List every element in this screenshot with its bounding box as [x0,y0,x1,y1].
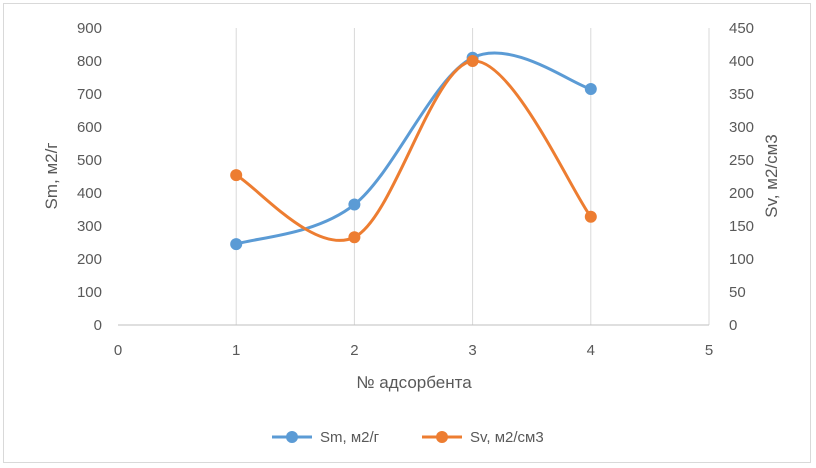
series-2-point [584,210,597,223]
y2-tick-label: 200 [729,185,754,202]
x-axis-title: № адсорбента [356,373,472,392]
y2-tick-label: 350 [729,86,754,103]
y-tick-label: 600 [77,119,102,136]
legend-label-1: Sm, м2/г [320,429,380,446]
x-tick-label: 1 [232,342,240,359]
x-tick-label: 4 [587,342,595,359]
y-tick-label: 0 [94,317,102,334]
series-1-point [584,83,597,96]
legend: Sm, м2/г Sv, м2/см3 [272,429,544,446]
y-tick-label: 700 [77,86,102,103]
legend-marker-2 [436,431,448,443]
gridlines [235,28,710,325]
series-1-point [348,198,361,211]
y2-tick-label: 0 [729,317,737,334]
series-group [230,51,597,251]
x-tick-label: 5 [705,342,713,359]
y-axis-ticks: 0 100 200 300 400 500 600 700 800 900 [77,20,102,334]
legend-label-2: Sv, м2/см3 [470,429,544,446]
y-tick-label: 300 [77,218,102,235]
y2-tick-label: 400 [729,53,754,70]
y2-axis-title: Sv, м2/см3 [762,134,781,218]
y-tick-label: 800 [77,53,102,70]
y2-tick-label: 150 [729,218,754,235]
series-line-2 [234,59,593,242]
series-2-point [230,169,243,182]
y-tick-label: 200 [77,251,102,268]
x-axis-ticks: 0 1 2 3 4 5 [114,342,713,359]
y2-tick-label: 100 [729,251,754,268]
y-tick-label: 500 [77,152,102,169]
y-tick-label: 100 [77,284,102,301]
y-tick-label: 900 [77,20,102,37]
series-1-point [230,238,243,251]
chart-area [3,3,811,463]
legend-marker-1 [286,431,298,443]
y2-tick-label: 300 [729,119,754,136]
x-tick-label: 3 [468,342,476,359]
y-axis-title: Sm, м2/г [42,142,61,209]
series-2-point [466,55,479,67]
series-line-1 [234,51,593,246]
y2-tick-label: 250 [729,152,754,169]
x-tick-label: 0 [114,342,122,359]
y2-tick-label: 50 [729,284,746,301]
y-tick-label: 400 [77,185,102,202]
x-tick-label: 2 [350,342,358,359]
y2-tick-label: 450 [729,20,754,37]
series-2-point [348,231,361,244]
y2-axis-ticks: 0 50 100 150 200 250 300 350 400 450 [729,20,754,334]
